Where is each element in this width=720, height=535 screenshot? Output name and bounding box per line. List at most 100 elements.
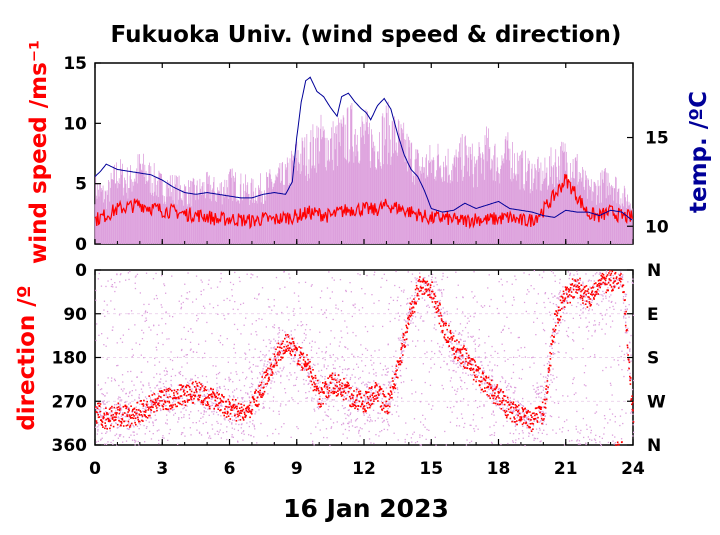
gust-direction-point	[328, 271, 329, 272]
mean-direction-point	[257, 397, 259, 399]
gust-direction-point	[406, 368, 407, 369]
mean-direction-point	[395, 373, 397, 375]
gust-direction-point	[343, 434, 344, 435]
mean-direction-point	[340, 393, 342, 395]
gust-direction-point	[293, 315, 294, 316]
mean-direction-point	[391, 397, 393, 399]
gust-direction-point	[396, 364, 397, 365]
gust-direction-point	[547, 356, 548, 357]
mean-direction-point	[171, 390, 173, 392]
gust-direction-point	[141, 355, 142, 356]
gust-direction-point	[231, 422, 232, 423]
gust-direction-point	[372, 420, 373, 421]
gust-direction-point	[351, 419, 352, 420]
gust-direction-point	[386, 419, 387, 420]
gust-direction-point	[143, 357, 144, 358]
gust-direction-point	[368, 417, 369, 418]
gust-direction-point	[625, 306, 626, 307]
gust-direction-point	[545, 292, 546, 293]
gust-direction-point	[178, 417, 179, 418]
gust-direction-point	[575, 392, 576, 393]
mean-direction-point	[180, 389, 182, 391]
gust-direction-point	[96, 441, 97, 442]
mean-direction-point	[340, 379, 342, 381]
gust-direction-point	[456, 353, 457, 354]
gust-direction-point	[270, 341, 271, 342]
gust-direction-point	[96, 323, 97, 324]
gust-direction-point	[560, 290, 561, 291]
mean-direction-point	[268, 377, 270, 379]
gust-direction-point	[491, 346, 492, 347]
mean-direction-point	[335, 385, 337, 387]
gust-direction-point	[462, 368, 463, 369]
gust-direction-point	[479, 406, 480, 407]
gust-direction-point	[181, 295, 182, 296]
gust-direction-point	[219, 386, 220, 387]
gust-direction-point	[217, 305, 218, 306]
mean-direction-point	[334, 388, 336, 390]
gust-direction-point	[371, 398, 372, 399]
gust-direction-point	[136, 342, 137, 343]
mean-direction-point	[327, 397, 329, 399]
gust-direction-point	[355, 335, 356, 336]
gust-direction-point	[437, 284, 438, 285]
mean-direction-point	[124, 412, 126, 414]
gust-direction-point	[164, 386, 165, 387]
mean-direction-point	[395, 388, 397, 390]
gust-direction-point	[587, 338, 588, 339]
gust-direction-point	[266, 366, 267, 367]
gust-direction-point	[339, 345, 340, 346]
gust-direction-point	[196, 315, 197, 316]
gust-direction-point	[312, 341, 313, 342]
gust-direction-point	[196, 387, 197, 388]
gust-direction-point	[250, 391, 251, 392]
gust-direction-point	[573, 280, 574, 281]
gust-direction-point	[263, 378, 264, 379]
gust-direction-point	[510, 433, 511, 434]
gust-direction-point	[510, 332, 511, 333]
gust-direction-point	[183, 414, 184, 415]
gust-direction-point	[171, 376, 172, 377]
gust-direction-point	[140, 424, 141, 425]
gust-direction-point	[257, 377, 258, 378]
mean-direction-point	[250, 402, 252, 404]
gust-direction-point	[226, 431, 227, 432]
gust-direction-point	[220, 405, 221, 406]
gust-direction-point	[366, 413, 367, 414]
mean-direction-point	[241, 407, 243, 409]
gust-direction-point	[146, 273, 147, 274]
gust-direction-point	[137, 274, 138, 275]
mean-direction-point	[263, 393, 265, 395]
gust-direction-point	[487, 287, 488, 288]
gust-direction-point	[381, 401, 382, 402]
gust-direction-point	[223, 300, 224, 301]
gust-direction-point	[330, 419, 331, 420]
gust-direction-point	[153, 392, 154, 393]
mean-direction-point	[293, 341, 295, 343]
mean-direction-point	[378, 394, 380, 396]
gust-direction-point	[110, 442, 111, 443]
gust-direction-point	[129, 271, 130, 272]
gust-direction-point	[253, 357, 254, 358]
mean-direction-point	[99, 405, 101, 407]
gust-direction-point	[240, 304, 241, 305]
mean-direction-point	[363, 395, 365, 397]
gust-direction-point	[386, 280, 387, 281]
gust-direction-point	[313, 398, 314, 399]
gust-direction-point	[514, 390, 515, 391]
gust-direction-point	[598, 287, 599, 288]
mean-direction-point	[303, 353, 305, 355]
gust-direction-point	[119, 314, 120, 315]
gust-direction-point	[566, 313, 567, 314]
mean-direction-point	[240, 410, 242, 412]
gust-direction-point	[284, 388, 285, 389]
gust-direction-point	[118, 396, 119, 397]
gust-direction-point	[249, 400, 250, 401]
gust-direction-point	[343, 408, 344, 409]
gust-direction-point	[160, 381, 161, 382]
gust-direction-point	[367, 419, 368, 420]
gust-direction-point	[403, 381, 404, 382]
gust-direction-point	[533, 425, 534, 426]
mean-direction-point	[243, 419, 245, 421]
gust-direction-point	[145, 318, 146, 319]
